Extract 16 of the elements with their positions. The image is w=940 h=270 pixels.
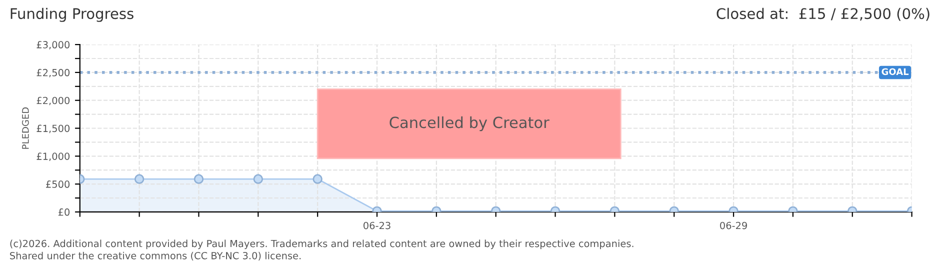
x-tick-label: 06-29 [720,222,747,230]
y-tick-label: £2,000 [36,96,70,106]
x-tick-label: 06-23 [364,222,390,230]
y-tick-label: £1,500 [36,124,70,134]
y-tick-label: £2,500 [36,68,70,78]
chart-subtitle: Closed at: £15 / £2,500 (0%) [716,8,930,21]
y-tick-label: £0 [58,208,70,216]
y-tick-label: £3,000 [36,41,70,50]
text: (c)2026. Additional content provided by Paul Mayers. Trademarks and related content are owned by their respective companies. [10,240,634,250]
y-axis-title: PLEDGED [22,107,29,149]
y-tick-label: £500 [46,180,70,188]
ref-line-label: GOAL [882,68,909,76]
text: Shared under the creative commons (CC BY-NC 3.0) license. [10,252,301,260]
annotation: Cancelled by Creator [390,116,550,132]
y-tick-label: £1,000 [36,152,70,161]
chart-title: Funding Progress [10,8,134,22]
